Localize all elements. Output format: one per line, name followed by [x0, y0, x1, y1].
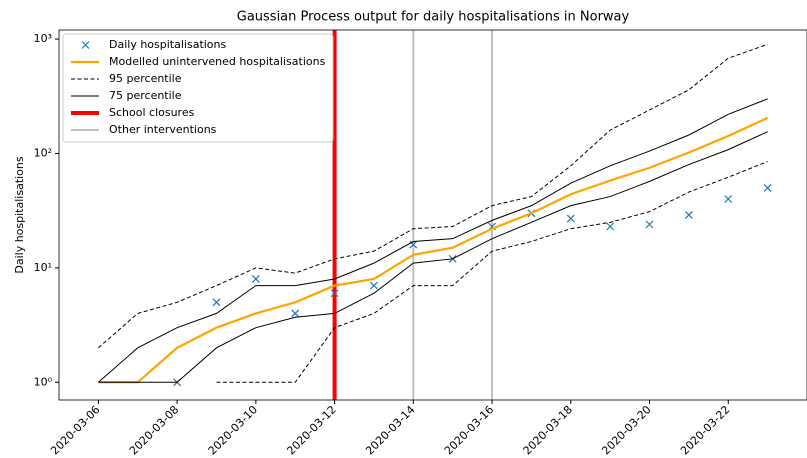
legend-label: Daily hospitalisations	[109, 38, 227, 51]
y-tick-label: 10⁰	[34, 375, 53, 388]
series-line	[98, 98, 768, 383]
data-marker	[566, 214, 575, 223]
y-tick-label: 10¹	[34, 261, 52, 274]
series-lower-line	[98, 131, 768, 383]
x-tick-label: 2020-03-06	[48, 403, 102, 457]
chart-title: Gaussian Process output for daily hospit…	[237, 10, 630, 25]
y-tick-label: 10³	[34, 32, 52, 45]
x-tick-label: 2020-03-18	[521, 403, 575, 457]
x-tick-label: 2020-03-10	[206, 403, 260, 457]
legend-label: 75 percentile	[109, 89, 182, 102]
y-axis-label: Daily hospitalisations	[13, 156, 26, 274]
data-marker	[370, 281, 378, 290]
legend-label: Other interventions	[109, 123, 217, 136]
series-lower-line	[216, 161, 768, 383]
y-tick-label: 10²	[34, 146, 52, 159]
plot-frame	[58, 29, 807, 401]
plot-area	[98, 30, 772, 400]
data-marker	[763, 183, 772, 192]
x-tick-label: 2020-03-20	[599, 403, 653, 457]
legend-label: 95 percentile	[109, 72, 182, 85]
data-marker	[291, 309, 300, 318]
legend-label: School closures	[109, 106, 195, 119]
data-marker	[684, 211, 693, 219]
x-tick-label: 2020-03-08	[127, 403, 181, 457]
x-tick-label: 2020-03-16	[442, 403, 496, 457]
data-marker	[212, 298, 221, 307]
legend-marker	[81, 41, 90, 49]
data-marker	[724, 195, 733, 203]
x-tick-label: 2020-03-22	[678, 403, 732, 457]
series-line	[98, 43, 768, 349]
data-marker	[251, 275, 260, 283]
data-marker	[409, 240, 418, 249]
series-line	[98, 116, 769, 384]
legend-label: Modelled unintervened hospitalisations	[109, 55, 326, 68]
data-marker	[606, 222, 615, 231]
x-tick-label: 2020-03-14	[363, 403, 417, 457]
x-tick-label: 2020-03-12	[284, 403, 338, 457]
legend-box	[62, 33, 334, 143]
data-marker	[330, 289, 339, 298]
data-marker	[645, 220, 654, 229]
